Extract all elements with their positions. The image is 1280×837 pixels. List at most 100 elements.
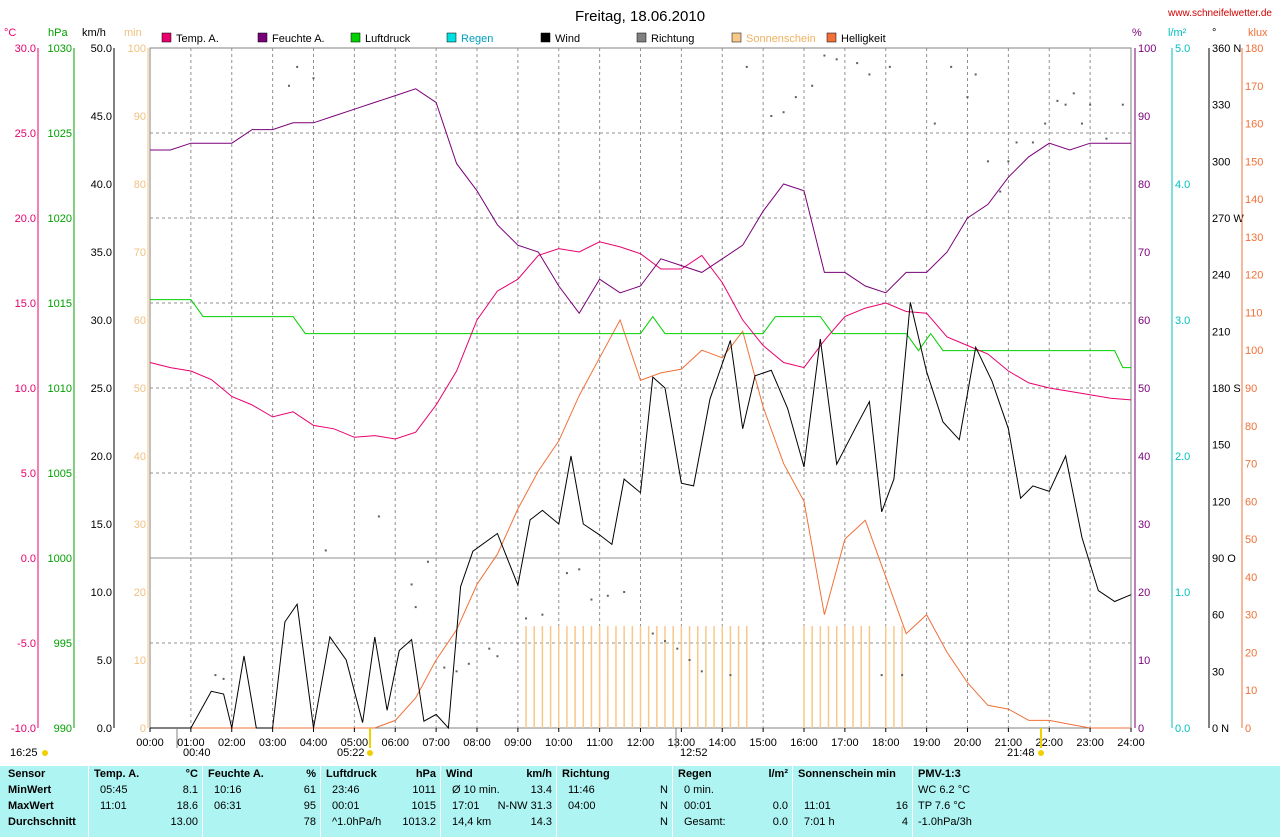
axis-tick-label: 100	[128, 43, 146, 55]
cell-value: 18.6	[176, 800, 198, 812]
axis-tick-label: 70	[1138, 247, 1150, 259]
direction-dot	[880, 674, 883, 677]
direction-dot	[1080, 122, 1083, 125]
cell-time: 06:31	[214, 800, 242, 812]
sunset-label: 21:48	[1007, 747, 1035, 759]
table-column: Feuchte A.% 10:16 61 06:31 95 78	[206, 766, 322, 837]
direction-dot	[651, 632, 654, 635]
cell-value: 78	[303, 816, 316, 828]
direction-dot	[623, 591, 626, 593]
legend-swatch	[161, 32, 172, 43]
direction-dot	[443, 666, 446, 669]
series-line-helligkeit	[150, 318, 1131, 729]
column-title: Regen	[678, 768, 712, 780]
axis-tick-label: 50	[1138, 383, 1150, 395]
direction-dot	[729, 674, 732, 677]
cell-time: 17:01	[452, 800, 480, 812]
axis-tick-label: 150	[1212, 440, 1230, 452]
cell-value: N	[660, 784, 668, 796]
direction-dots	[214, 54, 1124, 680]
axis-tick-label: 60	[1212, 610, 1224, 622]
legend-label: Sonnenschein	[746, 33, 816, 45]
axis-tick-label: 20.0	[91, 451, 112, 463]
direction-dot	[377, 515, 380, 518]
axis-tick-label: 5.0	[21, 468, 36, 480]
column-title: Feuchte A.	[208, 768, 264, 780]
axis-unit: °	[1212, 27, 1216, 39]
axis-tick-label: 30	[134, 519, 146, 531]
direction-dot	[794, 96, 797, 99]
direction-dot	[578, 568, 581, 571]
series-line-feuchte-a	[150, 88, 1131, 315]
cell-value: 1015	[411, 800, 436, 812]
cell-time: -1.0hPa/3h	[918, 816, 972, 828]
cell-time: Gesamt:	[684, 816, 726, 828]
table-column: Temp. A. °C 05:45 8.1 11:01 18.6 13.00	[92, 766, 204, 837]
direction-dot	[700, 670, 703, 673]
x-tick-label: 14:00	[708, 737, 736, 749]
direction-dot	[933, 122, 936, 125]
axis-tick-label: 180	[1245, 43, 1263, 55]
axis-tick-label: 25.0	[91, 383, 112, 395]
direction-dot	[1031, 141, 1034, 144]
direction-dot	[782, 111, 785, 114]
axis-tick-label: 5.0	[97, 655, 112, 667]
legend-swatch	[446, 32, 457, 43]
axis-tick-label: 0	[1245, 723, 1251, 735]
axis-tick-label: 10	[1245, 685, 1257, 697]
row-label: MaxWert	[8, 800, 54, 812]
table-column: Regen l/m² 0 min. 00:01 0.0 Gesamt: 0.0	[676, 766, 794, 837]
direction-dot	[856, 62, 859, 65]
direction-dot	[811, 84, 814, 87]
axis-tick-label: 360 N	[1212, 43, 1241, 55]
moonrise-label: 00:40	[183, 747, 211, 759]
direction-dot	[414, 606, 417, 609]
axis-tick-label: 30.0	[15, 43, 36, 55]
series-line-wind	[150, 302, 1132, 730]
axis-tick-label: 140	[1245, 194, 1263, 206]
direction-dot	[664, 640, 667, 643]
x-tick-label: 19:00	[913, 737, 941, 749]
axis-tick-label: 4.0	[1175, 179, 1190, 191]
cell-time: 00:01	[684, 800, 712, 812]
axis-tick-label: 2.0	[1175, 451, 1190, 463]
sunshine-bars	[525, 626, 903, 728]
direction-dot	[745, 65, 748, 68]
direction-dot	[1044, 122, 1047, 125]
direction-dot	[823, 54, 826, 57]
direction-dot	[1007, 160, 1010, 163]
column-title: Richtung	[562, 768, 610, 780]
direction-dot	[688, 659, 691, 661]
axis-tick-label: 0.0	[97, 723, 112, 735]
x-tick-label: 08:00	[463, 737, 491, 749]
axis-tick-label: 80	[134, 179, 146, 191]
column-unit: l/m²	[768, 768, 788, 780]
cell-time: 7:01 h	[804, 816, 835, 828]
axis-tick-label: 50	[134, 383, 146, 395]
website-label[interactable]: www.schneifelwetter.de	[1167, 8, 1272, 19]
sunset-icon	[1038, 750, 1044, 756]
direction-dot	[868, 73, 871, 76]
axis-tick-label: 0 N	[1212, 723, 1229, 735]
cell-value: 13.00	[170, 816, 198, 828]
axis-tick-label: 40	[1138, 451, 1150, 463]
direction-dot	[888, 65, 891, 68]
legend: Temp. A. Feuchte A. Luftdruck Regen Wind Rich…	[161, 32, 886, 45]
direction-dot	[1121, 103, 1124, 106]
axis-tick-label: 60	[1138, 315, 1150, 327]
x-tick-label: 21:00	[995, 737, 1023, 749]
cell-value: 0.0	[772, 816, 788, 828]
axis-tick-label: -10.0	[11, 723, 36, 735]
cell-time: 11:01	[100, 800, 127, 812]
table-column: Wind km/h Ø 10 min. 13.4 17:01 N-NW 31.3 14,4 …	[444, 766, 558, 837]
axis-unit: hPa	[48, 27, 68, 39]
axis-tick-label: 1.0	[1175, 587, 1190, 599]
direction-dot	[467, 662, 470, 665]
column-title: Wind	[446, 768, 473, 780]
axis-tick-label: 1005	[48, 468, 72, 480]
column-title: PMV-1:3	[918, 768, 961, 780]
column-title: Sonnenschein min	[798, 768, 896, 780]
column-unit: km/h	[526, 768, 552, 780]
chart-title: Freitag, 18.06.2010	[575, 8, 705, 25]
x-tick-label: 17:00	[831, 737, 859, 749]
